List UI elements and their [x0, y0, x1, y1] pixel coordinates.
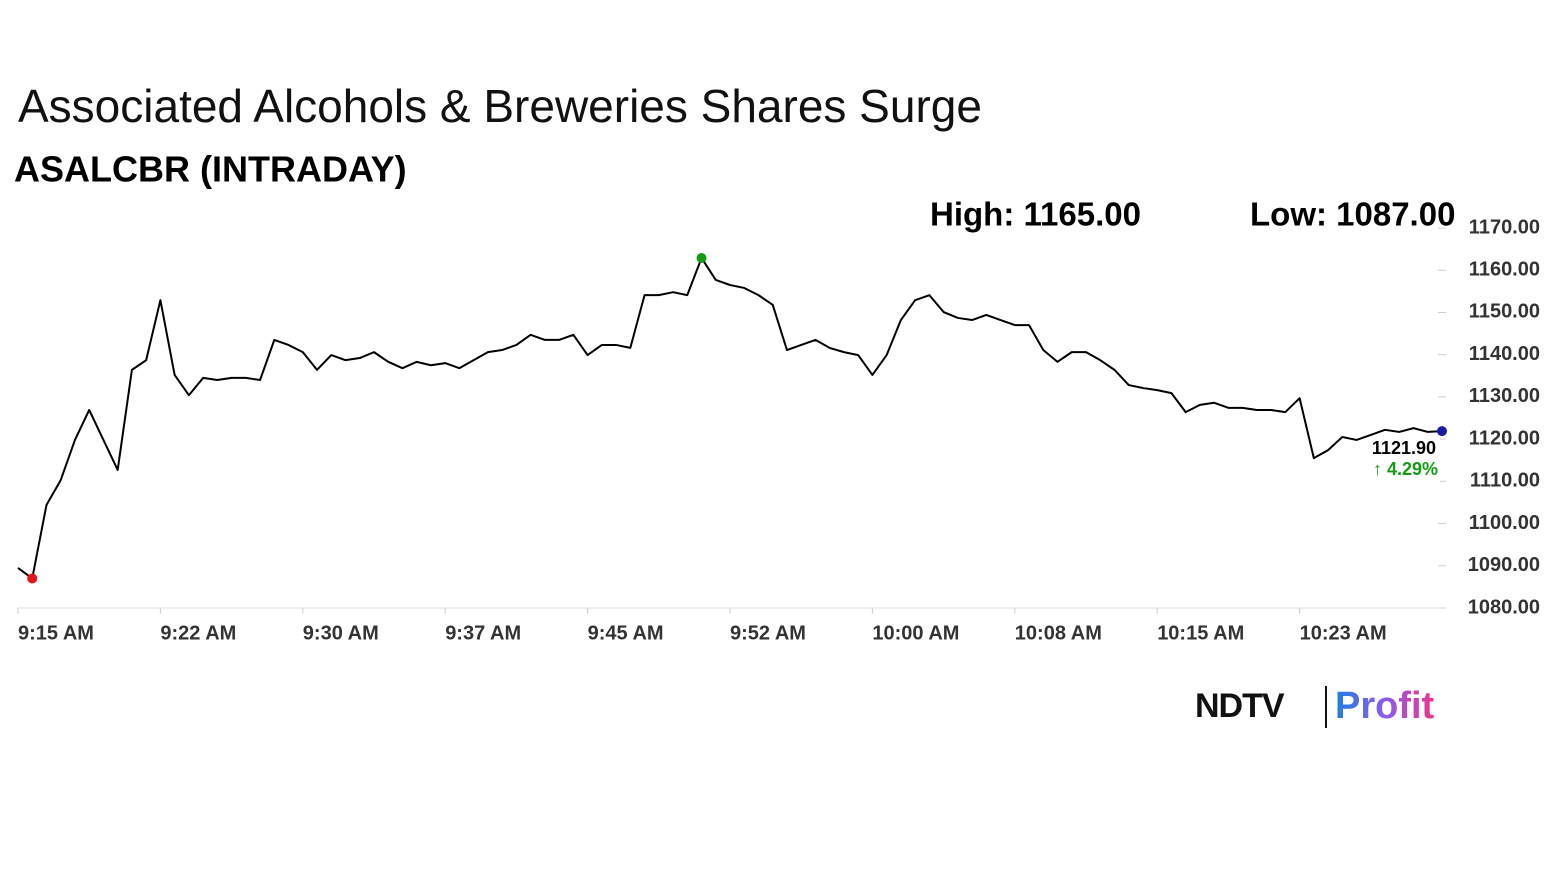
y-tick-label: 1130.00	[1469, 385, 1540, 407]
low-label: Low: 1087.00	[1250, 196, 1455, 233]
x-tick-label: 9:45 AM	[588, 622, 664, 644]
x-tick-label: 10:15 AM	[1157, 622, 1244, 644]
y-tick-label: 1090.00	[1468, 554, 1540, 576]
y-tick-label: 1120.00	[1469, 427, 1540, 449]
y-tick-label: 1140.00	[1469, 343, 1540, 365]
last-price-label: 1121.90	[1372, 438, 1436, 458]
x-tick-label: 10:23 AM	[1300, 622, 1387, 644]
y-tick-label: 1100.00	[1469, 512, 1540, 534]
high-label: High: 1165.00	[930, 196, 1141, 233]
change-label: ↑ 4.29%	[1373, 459, 1438, 479]
last-label-bg	[1370, 437, 1440, 486]
price-line	[17, 256, 1443, 580]
y-tick-label: 1160.00	[1469, 259, 1540, 281]
brand-ndtv: NDTV	[1195, 687, 1285, 725]
point-marker	[1437, 426, 1447, 437]
x-tick-label: 9:15 AM	[18, 622, 94, 644]
y-tick-label: 1110.00	[1470, 470, 1540, 492]
x-tick-label: 10:08 AM	[1015, 622, 1102, 644]
y-tick-label: 1080.00	[1468, 596, 1540, 618]
y-tick-label: 1170.00	[1469, 216, 1540, 238]
brand-profit: Profit	[1335, 685, 1435, 727]
chart-subtitle: ASALCBR (INTRADAY)	[14, 149, 407, 190]
x-tick-label: 9:22 AM	[160, 622, 236, 644]
x-tick-label: 9:37 AM	[445, 622, 521, 644]
chart-title: Associated Alcohols & Breweries Shares S…	[18, 80, 982, 132]
point-marker	[696, 252, 707, 263]
x-tick-label: 10:00 AM	[872, 622, 959, 644]
x-tick-label: 9:30 AM	[303, 622, 379, 644]
y-tick-label: 1150.00	[1469, 301, 1540, 323]
x-tick-label: 9:52 AM	[730, 622, 806, 644]
point-marker	[27, 573, 38, 584]
